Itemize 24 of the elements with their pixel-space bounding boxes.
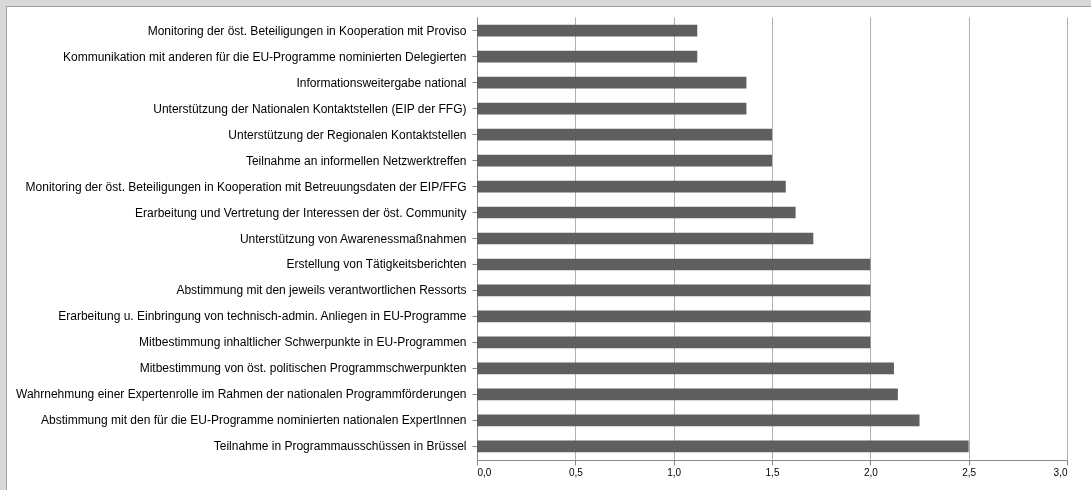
- x-tick-label: 0,0: [477, 466, 492, 478]
- y-tick-label: Abstimmung mit den für die EU-Programme nominierten nationalen ExpertInnen: [40, 413, 467, 428]
- x-tick-label: 2,5: [962, 466, 977, 478]
- y-tick-label: Monitoring der öst. Beteiligungen in Kooperation mit Betreuungsdaten der EIP/FFG: [25, 179, 467, 194]
- y-tick-label: Informationsweitergabe national: [296, 75, 467, 90]
- y-tick-label: Erstellung von Tätigkeitsberichten: [286, 257, 467, 272]
- y-tick-label: Wahrnehmung einer Expertenrolle im Rahmen der nationalen Programmförderungen: [16, 387, 467, 402]
- y-tick-label: Erarbeitung u. Einbringung von technisch-admin. Anliegen in EU-Programme: [58, 309, 467, 324]
- y-tick-label: Unterstützung von Awarenessmaßnahmen: [239, 231, 467, 246]
- x-tick-label: 0,5: [568, 466, 584, 478]
- y-tick-label: Teilnahme an informellen Netzwerktreffen: [245, 153, 467, 168]
- y-tick-label: Monitoring der öst. Beteiligungen in Kooperation mit Proviso: [147, 23, 467, 38]
- y-tick-label: Unterstützung der Nationalen Kontaktstellen (EIP der FFG): [153, 101, 467, 116]
- x-tick-label: 1,0: [667, 466, 682, 478]
- y-tick-label: Teilnahme in Programmausschüssen in Brüssel: [213, 439, 467, 454]
- y-tick-label: Mitbestimmung inhaltlicher Schwerpunkte in EU-Programmen: [139, 335, 467, 350]
- x-tick-label: 3,0: [1053, 466, 1068, 478]
- y-tick-label: Kommunikation mit anderen für die EU-Programme nominierten Delegierten: [62, 49, 467, 64]
- y-tick-label: Abstimmung mit den jeweils verantwortlichen Ressorts: [176, 283, 467, 298]
- y-tick-label: Unterstützung der Regionalen Kontaktstellen: [228, 127, 467, 142]
- x-tick-label: 1,5: [765, 466, 780, 478]
- y-tick-label: Erarbeitung und Vertretung der Interessen der öst. Community: [134, 205, 467, 220]
- y-tick-label: Mitbestimmung von öst. politischen Programmschwerpunkten: [139, 361, 467, 376]
- x-tick-label: 2,0: [863, 466, 879, 478]
